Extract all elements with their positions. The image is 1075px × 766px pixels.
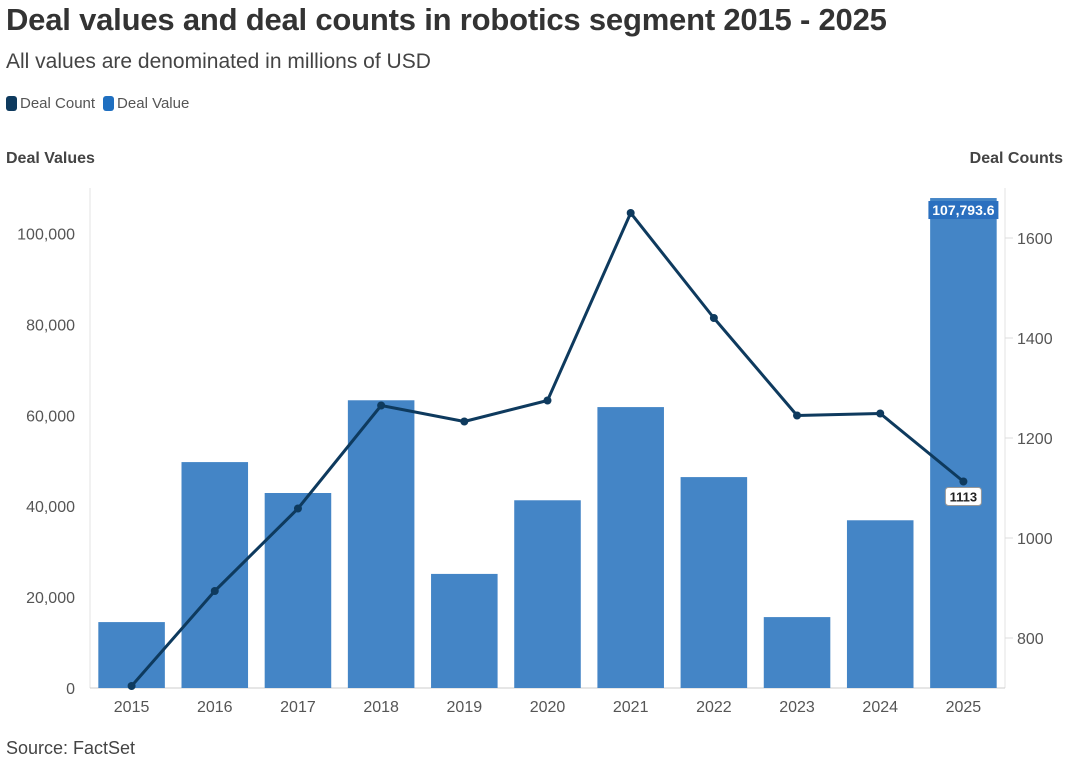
bar-2018	[347, 400, 415, 688]
x-tick-label: 2023	[779, 699, 815, 716]
left-tick-label: 0	[66, 681, 75, 698]
legend: Deal Count Deal Value	[6, 95, 189, 112]
x-tick-label: 2024	[862, 699, 898, 716]
line-point-2015	[127, 682, 136, 690]
line-point-2024	[876, 409, 885, 418]
line-point-2025	[959, 477, 968, 486]
bar-2021	[597, 407, 664, 688]
line-data-label: 1113	[950, 490, 978, 505]
x-tick-label: 2019	[447, 699, 483, 716]
left-axis-title: Deal Values	[6, 150, 95, 167]
x-tick-label: 2021	[613, 699, 649, 716]
left-tick-label: 100,000	[17, 226, 75, 243]
line-point-2020	[543, 396, 552, 405]
bar-data-label: 107,793.6	[932, 202, 994, 218]
bar-2022	[680, 477, 748, 688]
x-tick-label: 2022	[696, 699, 732, 716]
right-tick-label: 1000	[1017, 531, 1053, 548]
line-point-2016	[210, 587, 219, 595]
x-tick-label: 2020	[530, 699, 566, 716]
legend-label: Deal Value	[117, 95, 190, 112]
line-point-2019	[460, 417, 469, 426]
right-axis-title: Deal Counts	[969, 150, 1063, 167]
bar-2024	[846, 520, 914, 688]
legend-label: Deal Count	[20, 95, 96, 112]
left-tick-label: 80,000	[26, 317, 75, 334]
x-tick-label: 2025	[946, 699, 982, 716]
legend-item-deal-count[interactable]: Deal Count	[6, 95, 95, 112]
chart-subtitle: All values are denominated in millions o…	[6, 50, 431, 73]
bar-2019	[431, 573, 498, 688]
left-tick-label: 20,000	[26, 590, 75, 607]
left-tick-label: 40,000	[26, 499, 75, 516]
source-note: Source: FactSet	[6, 738, 136, 758]
chart-title: Deal values and deal counts in robotics …	[6, 2, 887, 37]
bar-2017	[264, 493, 332, 688]
legend-swatch-deal-value	[103, 96, 115, 111]
legend-swatch-deal-count	[6, 96, 17, 111]
line-point-2023	[793, 411, 802, 420]
line-point-2017	[293, 504, 302, 513]
x-tick-label: 2018	[363, 699, 399, 716]
bar-2015	[98, 622, 165, 688]
bar-2025	[930, 198, 997, 688]
left-tick-label: 60,000	[26, 408, 75, 425]
x-tick-label: 2015	[114, 699, 150, 716]
line-label-bg	[944, 487, 982, 506]
line-point-2021	[626, 209, 635, 217]
line-point-2022	[709, 314, 718, 322]
legend-item-deal-value[interactable]: Deal Value	[103, 95, 189, 112]
right-tick-label: 1400	[1017, 331, 1053, 348]
x-tick-label: 2017	[280, 699, 316, 716]
right-tick-label: 1600	[1017, 231, 1053, 248]
bar-2020	[514, 500, 581, 688]
line-point-2018	[377, 401, 386, 410]
data-label-bg	[928, 201, 999, 220]
right-tick-label: 1200	[1017, 431, 1053, 448]
bar-2023	[763, 617, 831, 688]
x-tick-label: 2016	[197, 699, 233, 716]
bar-2016	[181, 462, 249, 688]
right-tick-label: 800	[1017, 631, 1044, 648]
